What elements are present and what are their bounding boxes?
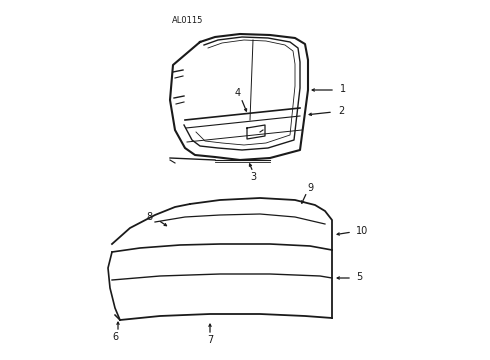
Text: 4: 4: [235, 88, 241, 98]
Text: 9: 9: [307, 183, 313, 193]
Text: 3: 3: [250, 172, 256, 182]
Text: 8: 8: [146, 212, 152, 222]
Text: AL0115: AL0115: [172, 15, 203, 24]
Text: 7: 7: [207, 335, 213, 345]
Text: 6: 6: [112, 332, 118, 342]
Text: 10: 10: [356, 226, 368, 236]
Text: 1: 1: [340, 84, 346, 94]
Text: 5: 5: [356, 272, 362, 282]
Text: 2: 2: [338, 106, 344, 116]
